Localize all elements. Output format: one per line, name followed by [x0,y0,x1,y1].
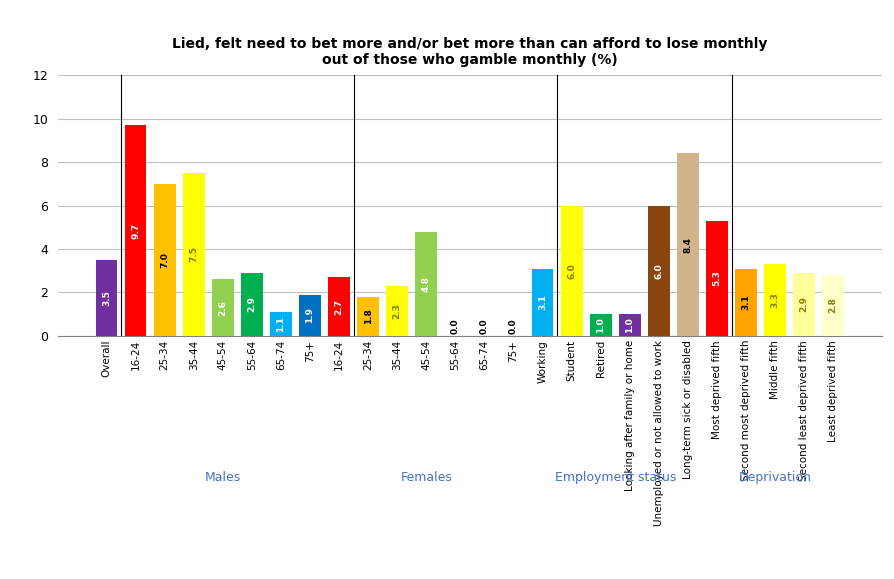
Text: 1.9: 1.9 [305,307,314,323]
Text: 2.7: 2.7 [334,299,343,314]
Text: 1.0: 1.0 [595,317,604,333]
Bar [822,275,843,336]
Text: 0.0: 0.0 [509,318,518,334]
Text: Deprivation: Deprivation [738,471,811,484]
Text: 1.1: 1.1 [276,316,285,332]
Text: 2.3: 2.3 [392,303,401,319]
Bar [154,184,175,336]
Bar [792,273,814,336]
Bar [96,260,117,336]
Text: 2.6: 2.6 [218,300,227,316]
Bar [357,297,378,336]
Bar [328,277,350,336]
Text: 4.8: 4.8 [421,276,430,292]
Bar [676,153,698,336]
Text: 7.5: 7.5 [189,247,198,262]
Bar [299,295,321,336]
Text: 9.7: 9.7 [131,222,140,239]
Bar [415,232,436,336]
Bar [647,206,669,336]
Bar [705,221,727,336]
Bar [618,314,640,336]
Bar [270,312,291,336]
Bar [734,269,756,336]
Bar [561,206,582,336]
Text: 3.1: 3.1 [537,294,546,310]
Bar [386,286,408,336]
Bar [763,264,785,336]
Text: 6.0: 6.0 [654,263,662,278]
Text: 2.8: 2.8 [828,298,837,313]
Text: 0.0: 0.0 [479,318,488,334]
Text: 6.0: 6.0 [567,263,576,278]
Bar [212,280,233,336]
Text: 5.3: 5.3 [712,270,721,286]
Bar [182,173,205,336]
Text: 0.0: 0.0 [451,318,460,334]
Text: Males: Males [205,471,240,484]
Text: 3.5: 3.5 [102,290,111,306]
Bar [240,273,263,336]
Bar [589,314,611,336]
Text: 2.9: 2.9 [247,296,256,312]
Title: Lied, felt need to bet more and/or bet more than can afford to lose monthly
out : Lied, felt need to bet more and/or bet m… [172,37,767,67]
Text: 8.4: 8.4 [683,237,692,252]
Text: Females: Females [400,471,451,484]
Text: 1.8: 1.8 [363,309,372,324]
Bar [531,269,552,336]
Text: Employment status: Employment status [554,471,675,484]
Text: 3.1: 3.1 [741,294,750,310]
Bar [124,125,147,336]
Text: 1.0: 1.0 [625,317,634,333]
Text: 7.0: 7.0 [160,252,169,267]
Text: 2.9: 2.9 [798,296,808,312]
Text: 3.3: 3.3 [770,292,779,308]
